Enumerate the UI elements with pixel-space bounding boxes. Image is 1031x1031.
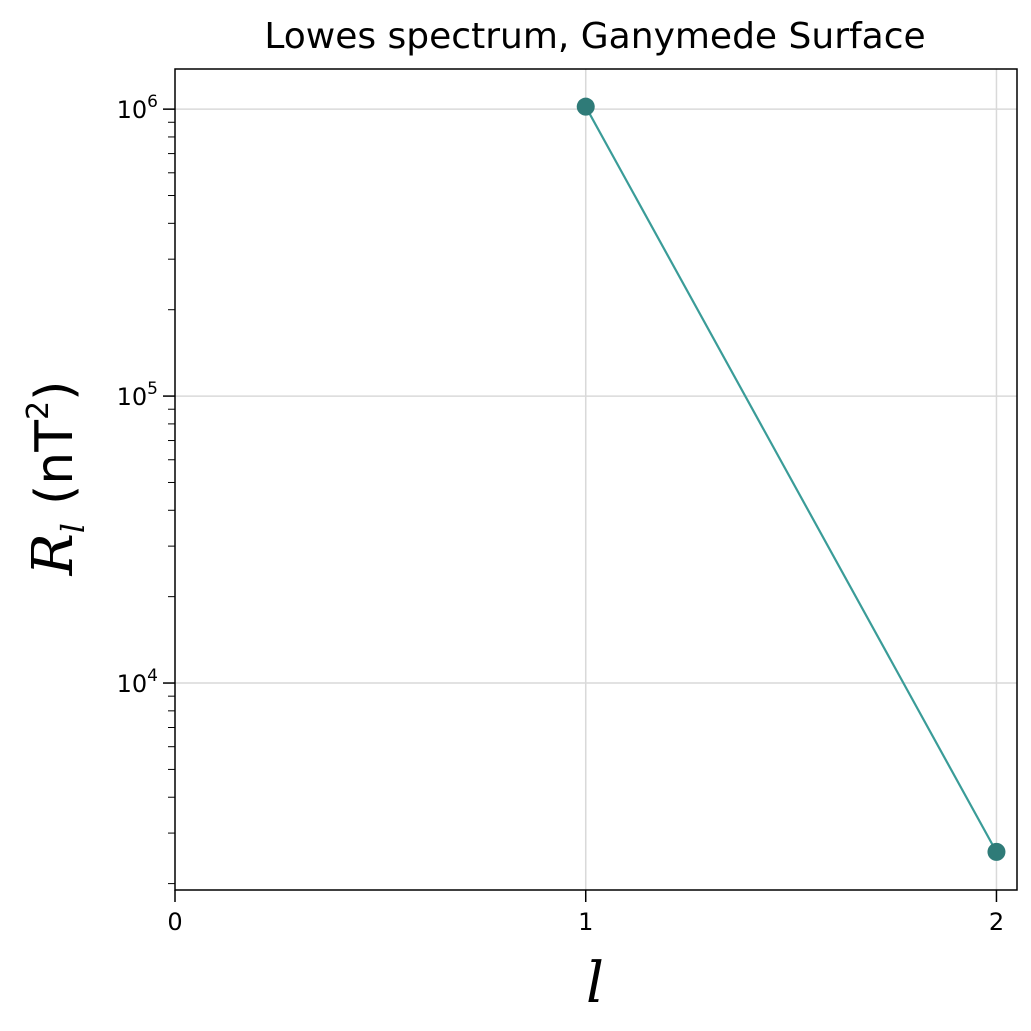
y-axis-label-unit-open: (nT [25,420,85,505]
data-point [576,97,595,116]
x-tick-label: 1 [578,908,593,936]
grid-lines [175,69,1017,890]
y-axis-label-text: Rl (nT2) [21,381,92,577]
y-axis-label-subscript: l [54,523,92,533]
y-axis-label: Rl (nT2) [21,381,92,577]
data-series [576,97,1006,861]
x-axis-ticks: 0 1 2 [167,890,1004,936]
x-tick-label: 2 [989,908,1004,936]
series-line [584,106,998,853]
y-axis-label-symbol: R [21,533,86,576]
y-axis-label-unit-close: ) [25,381,85,401]
data-point [987,842,1006,861]
y-tick-label: 105 [117,379,158,411]
x-tick-label: 0 [167,908,182,936]
y-tick-label-exponent: 6 [147,92,158,112]
plot-area-frame [174,68,1018,891]
y-tick-label-base: 10 [117,96,148,124]
y-tick-label: 104 [117,666,158,698]
y-tick-label-base: 10 [117,383,148,411]
y-tick-label-exponent: 5 [147,379,158,399]
y-axis-label-unit-superscript: 2 [21,401,56,420]
y-tick-label-base: 10 [117,670,148,698]
y-tick-label-exponent: 4 [147,666,158,686]
x-axis-label: l [586,951,604,1016]
y-tick-label: 106 [117,92,158,124]
chart-title: Lowes spectrum, Ganymede Surface [264,16,925,57]
